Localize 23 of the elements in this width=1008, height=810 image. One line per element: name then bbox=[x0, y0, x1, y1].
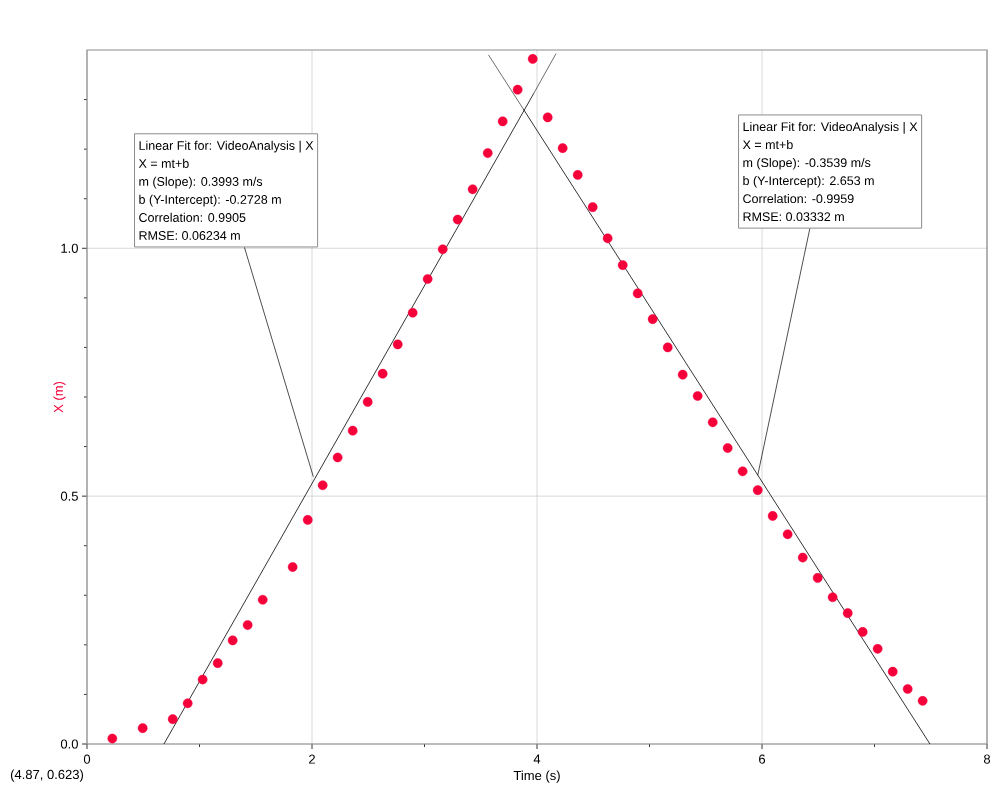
annotation: Correlation: 0.9905 bbox=[139, 212, 246, 222]
x-tick-label: 6 bbox=[759, 754, 766, 764]
x-tick-label: 2 bbox=[309, 754, 315, 764]
annotation: b (Y-Intercept): -0.2728 m bbox=[139, 194, 281, 207]
annotation: Linear Fit for: VideoAnalysis | X bbox=[139, 140, 314, 153]
y-axis-title: X (m) bbox=[53, 381, 66, 413]
annotation: RMSE: 0.03332 m bbox=[743, 212, 844, 222]
x-tick-label: 0 bbox=[83, 754, 91, 764]
annotation: X = mt+b bbox=[742, 139, 793, 150]
annotation: b (Y-Intercept): 2.653 m bbox=[743, 175, 874, 188]
annotation: X = mt+b bbox=[138, 158, 189, 168]
annotation: Correlation: -0.9959 bbox=[743, 193, 854, 204]
annotation: m (Slope): -0.3539 m/s bbox=[743, 157, 871, 170]
x-axis-title: Time (s) bbox=[513, 770, 560, 783]
annotation: RMSE: 0.06234 m bbox=[139, 231, 240, 240]
x-tick-label: 8 bbox=[983, 754, 991, 764]
y-tick-label: 0.0 bbox=[60, 739, 78, 749]
x-tick-label: 4 bbox=[533, 754, 541, 764]
y-tick-label: 1.0 bbox=[61, 243, 78, 253]
annotation: m (Slope): 0.3993 m/s bbox=[139, 176, 263, 189]
annotation: Linear Fit for: VideoAnalysis | X bbox=[743, 121, 918, 134]
text: (4.87, 0.623) bbox=[10, 769, 84, 782]
y-tick-label: 0.5 bbox=[60, 491, 78, 501]
